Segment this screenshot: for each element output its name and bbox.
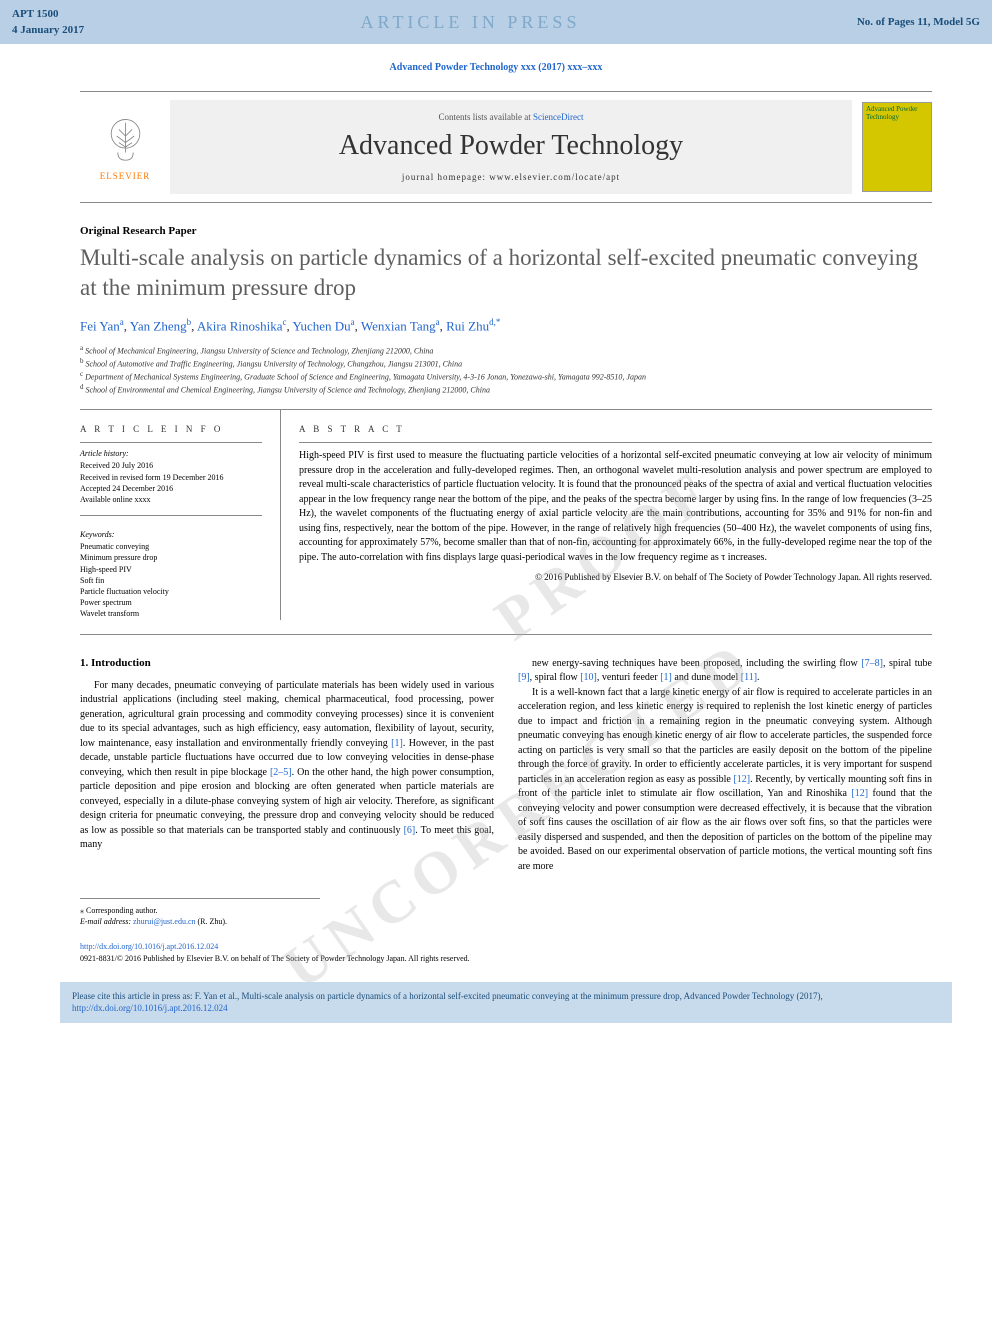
author-link[interactable]: Fei Yan [80, 318, 120, 333]
author-link[interactable]: Yuchen Du [293, 318, 351, 333]
pages-model: No. of Pages 11, Model 5G [857, 16, 980, 28]
keyword: Minimum pressure drop [80, 552, 262, 563]
keyword: Pneumatic conveying [80, 541, 262, 552]
history-item: Available online xxxx [80, 494, 262, 505]
abstract-text: High-speed PIV is first used to measure … [299, 449, 932, 565]
keyword: Power spectrum [80, 597, 262, 608]
info-abstract-row: A R T I C L E I N F O Article history: R… [80, 410, 932, 619]
abstract-copyright: © 2016 Published by Elsevier B.V. on beh… [299, 571, 932, 584]
article-info-heading: A R T I C L E I N F O [80, 424, 262, 434]
cover-title: Advanced Powder Technology [863, 103, 931, 124]
issn-copyright: 0921-8831/© 2016 Published by Elsevier B… [80, 954, 470, 963]
citation-link[interactable]: [11] [741, 672, 757, 683]
journal-name: Advanced Powder Technology [170, 130, 852, 162]
abstract-column: A B S T R A C T High-speed PIV is first … [280, 410, 932, 619]
body-paragraph: new energy-saving techniques have been p… [518, 657, 932, 686]
citation-doi-link[interactable]: http://dx.doi.org/10.1016/j.apt.2016.12.… [72, 1003, 228, 1013]
citation-link[interactable]: [1] [660, 672, 672, 683]
author-link[interactable]: Rui Zhu [446, 318, 489, 333]
affiliation: b School of Automotive and Traffic Engin… [80, 357, 932, 370]
keywords-label: Keywords: [80, 530, 262, 539]
body-paragraph: For many decades, pneumatic conveying of… [80, 679, 494, 853]
masthead-center: Contents lists available at ScienceDirec… [170, 100, 852, 194]
paper-type: Original Research Paper [80, 225, 992, 237]
body-paragraph: It is a well-known fact that a large kin… [518, 686, 932, 875]
journal-homepage: journal homepage: www.elsevier.com/locat… [170, 172, 852, 182]
corr-author-label: ⁎ Corresponding author. [80, 905, 320, 916]
elsevier-label: ELSEVIER [100, 171, 151, 181]
body-column-left: 1. Introduction For many decades, pneuma… [80, 657, 494, 875]
author-link[interactable]: Wenxian Tang [361, 318, 436, 333]
body-two-column: 1. Introduction For many decades, pneuma… [80, 657, 932, 875]
corr-email: E-mail address: zhurui@just.edu.cn (R. Z… [80, 916, 320, 927]
sciencedirect-link[interactable]: ScienceDirect [533, 112, 583, 122]
citation-link[interactable]: [1] [391, 738, 403, 749]
elsevier-logo[interactable]: ELSEVIER [98, 114, 153, 181]
masthead: ELSEVIER Contents lists available at Sci… [80, 91, 932, 203]
citation-link[interactable]: [6] [404, 825, 416, 836]
apt-id: APT 1500 [12, 8, 84, 20]
history-label: Article history: [80, 449, 262, 458]
citation-link[interactable]: [10] [580, 672, 597, 683]
body-column-right: new energy-saving techniques have been p… [518, 657, 932, 875]
citation-link[interactable]: [9] [518, 672, 530, 683]
article-info-column: A R T I C L E I N F O Article history: R… [80, 410, 280, 619]
divider [80, 634, 932, 635]
citation-link[interactable]: [2–5] [270, 767, 292, 778]
journal-reference: Advanced Powder Technology xxx (2017) xx… [0, 62, 992, 73]
citation-link[interactable]: [7–8] [861, 658, 883, 669]
keyword: High-speed PIV [80, 564, 262, 575]
article-title: Multi-scale analysis on particle dynamic… [80, 243, 932, 303]
keyword: Wavelet transform [80, 608, 262, 619]
affiliation: c Department of Mechanical Systems Engin… [80, 370, 932, 383]
author-link[interactable]: Akira Rinoshika [197, 318, 283, 333]
header-left: APT 1500 4 January 2017 [12, 8, 84, 36]
doi-link[interactable]: http://dx.doi.org/10.1016/j.apt.2016.12.… [80, 942, 218, 951]
journal-url[interactable]: www.elsevier.com/locate/apt [489, 172, 620, 182]
affiliations: a School of Mechanical Engineering, Jian… [80, 344, 932, 395]
author-link[interactable]: Yan Zheng [130, 318, 187, 333]
article-status: ARTICLE IN PRESS [361, 12, 581, 33]
citation-bar: Please cite this article in press as: F.… [60, 982, 952, 1023]
journal-cover-thumb: Advanced Powder Technology [862, 102, 932, 192]
abstract-heading: A B S T R A C T [299, 424, 932, 434]
keyword: Particle fluctuation velocity [80, 586, 262, 597]
affiliation: a School of Mechanical Engineering, Jian… [80, 344, 932, 357]
contents-list: Contents lists available at ScienceDirec… [170, 112, 852, 122]
email-link[interactable]: zhurui@just.edu.cn [133, 917, 195, 926]
history-item: Received in revised form 19 December 201… [80, 472, 262, 483]
corresponding-author-footnote: ⁎ Corresponding author. E-mail address: … [80, 898, 320, 927]
history-item: Accepted 24 December 2016 [80, 483, 262, 494]
citation-link[interactable]: [12] [851, 788, 868, 799]
history-item: Received 20 July 2016 [80, 460, 262, 471]
citation-link[interactable]: [12] [733, 774, 750, 785]
author-list: Fei Yana, Yan Zhengb, Akira Rinoshikac, … [80, 317, 932, 334]
publisher-logo-box: ELSEVIER [80, 114, 170, 181]
keyword: Soft fin [80, 575, 262, 586]
elsevier-tree-icon [98, 114, 153, 169]
doi-block: http://dx.doi.org/10.1016/j.apt.2016.12.… [80, 941, 932, 963]
affiliation: d School of Environmental and Chemical E… [80, 383, 932, 396]
proof-header: APT 1500 4 January 2017 ARTICLE IN PRESS… [0, 0, 992, 44]
proof-date: 4 January 2017 [12, 24, 84, 36]
section-heading: 1. Introduction [80, 657, 494, 669]
